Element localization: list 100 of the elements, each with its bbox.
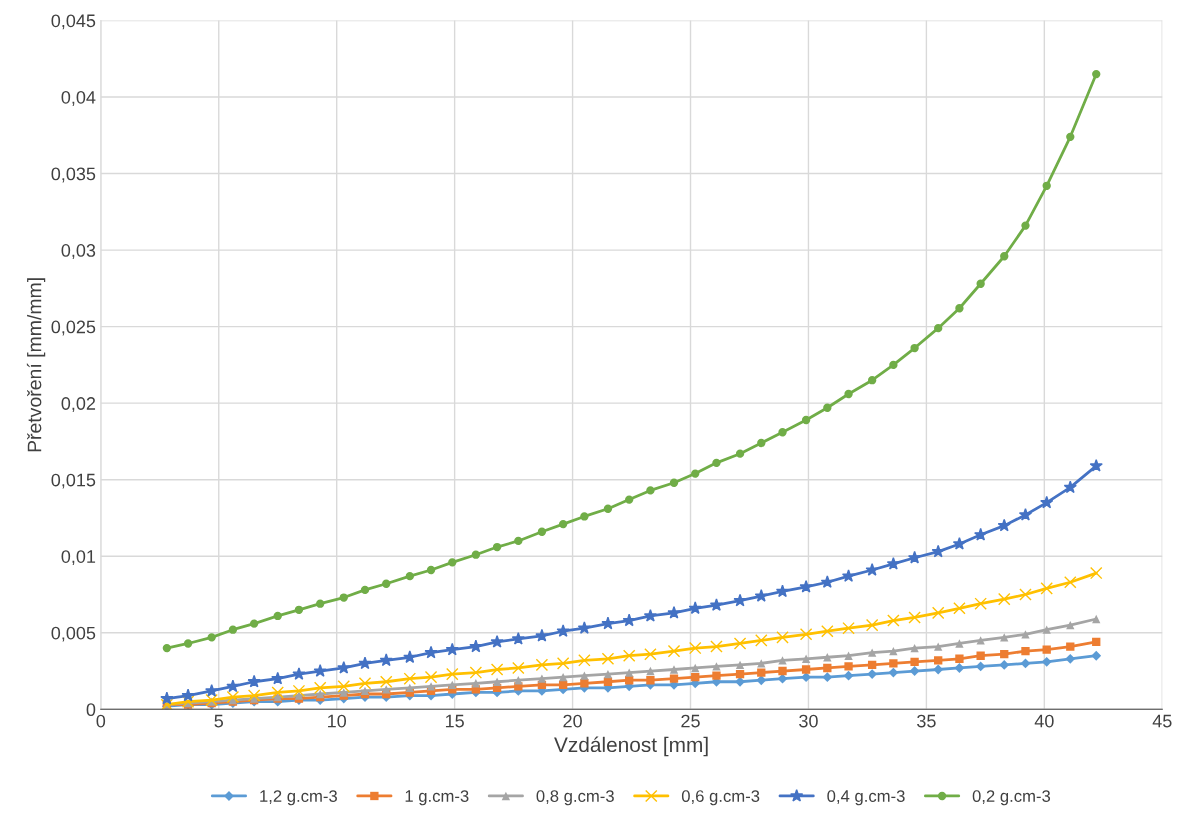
point (975, 661, 986, 672)
x-tick-label: 40 (1034, 714, 1054, 728)
point (643, 608, 658, 622)
point (271, 671, 285, 685)
point (226, 679, 240, 693)
point (710, 640, 723, 653)
point (205, 683, 219, 697)
point (955, 654, 964, 663)
point (337, 680, 351, 693)
point (379, 653, 393, 667)
point (952, 537, 967, 550)
y-tick-label: 0,04 (61, 90, 96, 106)
point (844, 389, 853, 399)
point (511, 631, 525, 645)
point (469, 666, 483, 679)
point (294, 605, 304, 614)
point (339, 593, 348, 602)
point (757, 438, 766, 448)
point (578, 654, 591, 667)
point (580, 671, 589, 680)
point (886, 556, 901, 570)
point (313, 664, 327, 677)
point (799, 628, 813, 641)
point (1066, 642, 1075, 651)
point (490, 635, 504, 648)
point (603, 669, 613, 679)
point (775, 584, 790, 598)
y-tick-label: 0,02 (61, 397, 96, 413)
y-tick-label: 0,045 (51, 14, 96, 30)
point (358, 656, 372, 670)
point (405, 683, 414, 693)
point (1041, 656, 1052, 667)
point (316, 599, 325, 608)
point (181, 688, 195, 702)
x-axis-title: Vzdálenost [mm] (554, 736, 708, 757)
point (183, 639, 193, 648)
point (1020, 658, 1031, 669)
point (603, 677, 613, 686)
point (843, 670, 854, 681)
point (426, 682, 436, 691)
point (955, 639, 964, 648)
point (1021, 646, 1030, 656)
x-tick-label: 5 (214, 714, 224, 728)
point (537, 674, 547, 683)
point (909, 666, 920, 676)
point (292, 684, 306, 698)
point (558, 672, 568, 682)
point (997, 518, 1011, 532)
point (471, 550, 481, 559)
point (492, 677, 502, 686)
point (776, 631, 789, 644)
point (622, 649, 636, 662)
point (424, 670, 438, 684)
point (999, 660, 1010, 670)
point (842, 621, 855, 635)
point (757, 668, 766, 677)
point (403, 672, 417, 685)
point (691, 469, 700, 478)
point (1021, 221, 1030, 230)
point (910, 657, 919, 667)
point (382, 579, 391, 588)
point (867, 648, 877, 657)
point (403, 650, 417, 664)
legend-label: 1,2 g.cm-3 (260, 790, 337, 806)
point (841, 569, 856, 582)
point (646, 666, 655, 676)
point (601, 616, 615, 630)
point (844, 651, 853, 660)
point (934, 324, 943, 333)
point (669, 478, 679, 487)
legend-label: 0,4 g.cm-3 (827, 790, 905, 806)
x-tick-label: 10 (328, 714, 347, 728)
point (1042, 181, 1051, 190)
point (907, 550, 922, 564)
point (844, 662, 853, 671)
point (577, 621, 592, 634)
point (712, 671, 721, 680)
point (955, 304, 964, 313)
point (1066, 132, 1075, 141)
point (934, 656, 943, 665)
point (976, 279, 985, 288)
point (247, 674, 261, 688)
point (622, 613, 636, 627)
point (228, 625, 238, 634)
point (889, 659, 898, 668)
point (1019, 588, 1032, 601)
legend-label: 0,8 g.cm-3 (536, 790, 614, 806)
point (712, 662, 721, 671)
point (646, 486, 655, 495)
point (669, 674, 679, 683)
point (887, 614, 900, 627)
point (933, 664, 944, 675)
point (556, 657, 570, 670)
point (801, 654, 811, 663)
point (1089, 566, 1103, 580)
point (181, 695, 195, 708)
point (953, 602, 966, 615)
legend-label: 0,2 g.cm-3 (972, 790, 1051, 806)
y-tick-label: 0,01 (61, 550, 96, 566)
point (976, 636, 985, 645)
